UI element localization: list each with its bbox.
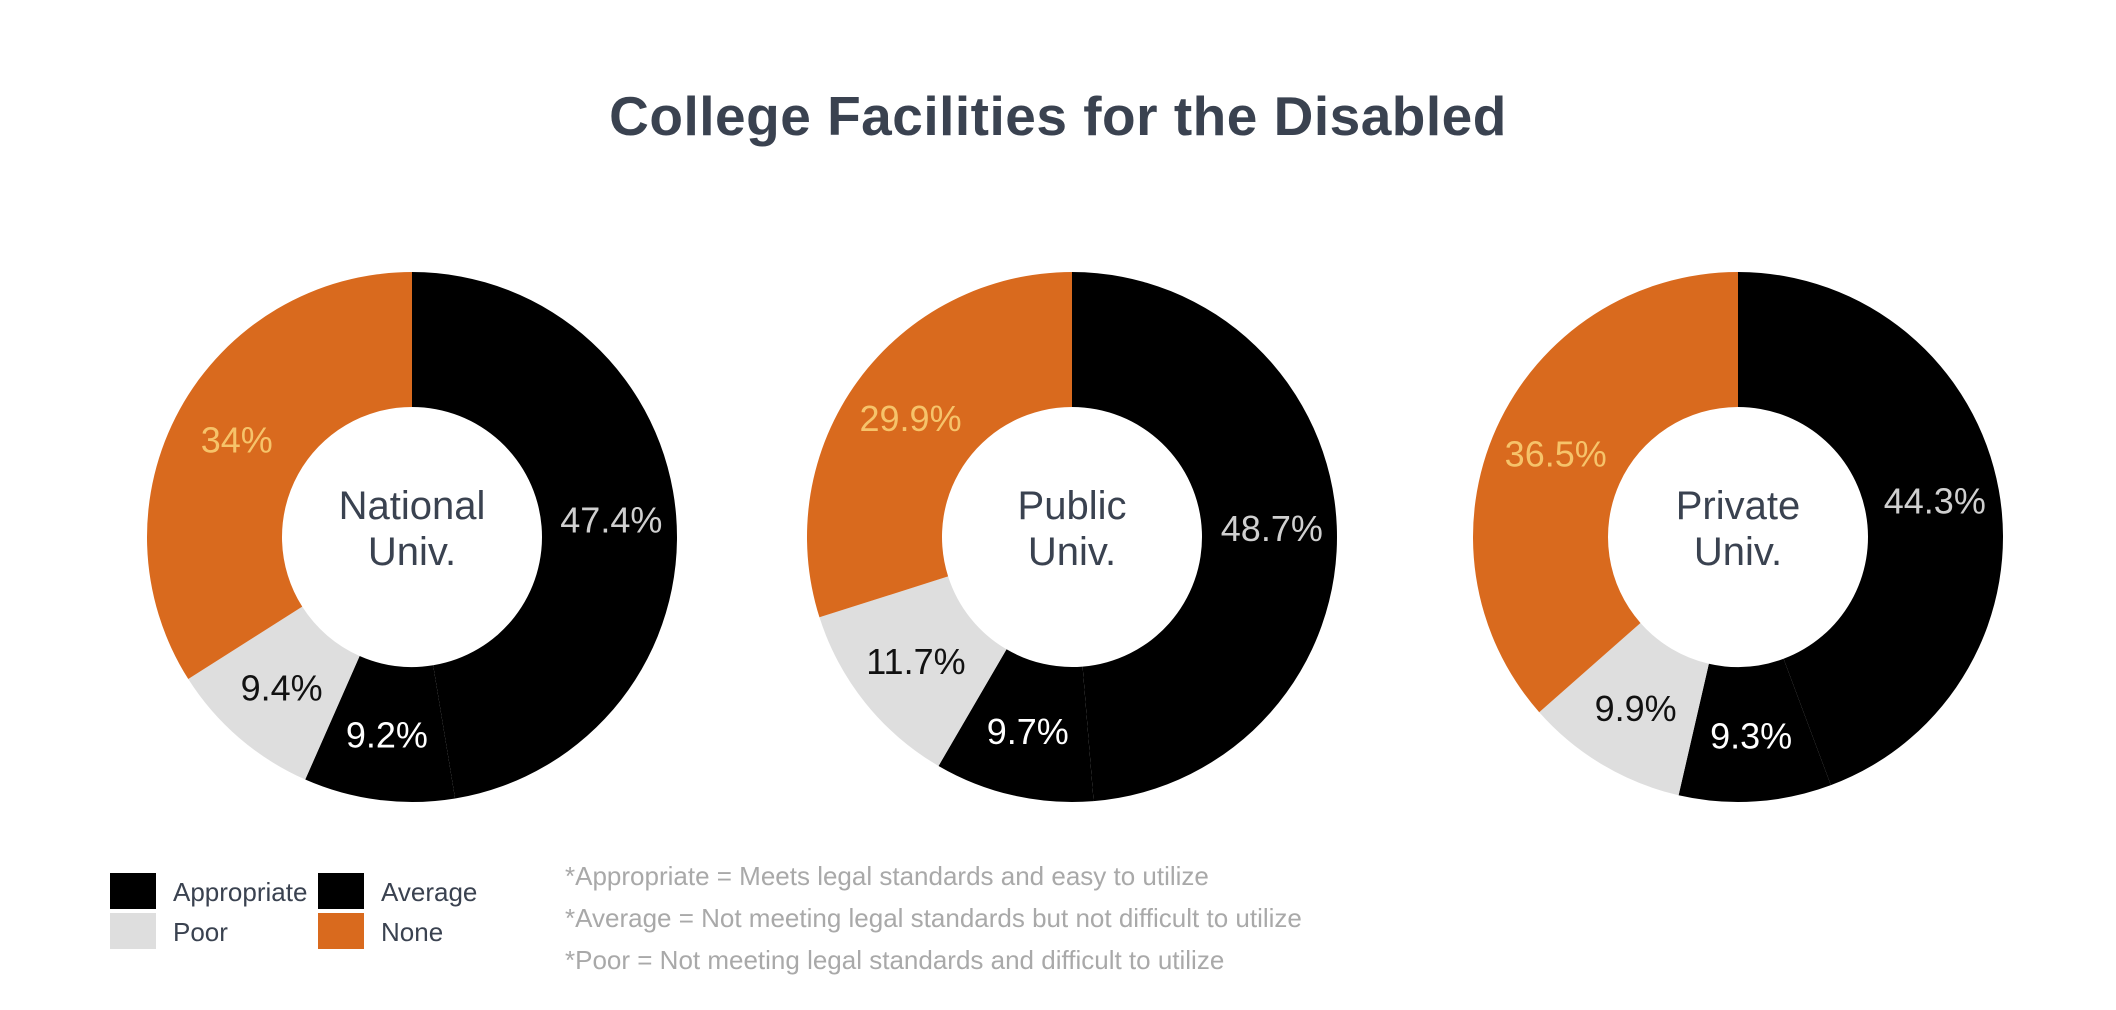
footnote-average: *Average = Not meeting legal standards b… — [565, 903, 1302, 933]
center-label-2-line-2: Univ. — [1028, 530, 1116, 574]
data-label-poor-3: 9.9% — [1595, 688, 1677, 729]
slice-none-2 — [806, 272, 1072, 618]
legend-label-appropriate: Appropriate — [173, 877, 308, 907]
legend-label-average: Average — [381, 877, 478, 907]
center-label-2-line-1: Public — [1018, 484, 1127, 528]
slice-none-3 — [1473, 272, 1738, 713]
data-label-average-3: 44.3% — [1884, 480, 1986, 521]
slice-poor-2 — [819, 576, 1007, 766]
data-label-average-2: 48.7% — [1221, 508, 1323, 549]
legend-swatch-appropriate — [110, 873, 156, 909]
slice-poor-1 — [188, 606, 360, 780]
slice-average-2 — [1072, 272, 1338, 802]
legend-swatch-none — [318, 913, 364, 949]
data-label-poor-1: 9.4% — [241, 668, 323, 709]
data-label-none-2: 29.9% — [860, 398, 962, 439]
slice-appropriate-3 — [1678, 658, 1831, 803]
data-label-poor-2: 11.7% — [866, 641, 965, 682]
slice-average-1 — [412, 272, 678, 799]
center-label-1-line-1: National — [339, 484, 486, 528]
legend-label-none: None — [381, 917, 444, 947]
center-label-1-line-2: Univ. — [368, 530, 456, 574]
center-label-3-line-2: Univ. — [1694, 530, 1782, 574]
data-label-none-1: 34% — [201, 420, 273, 461]
slice-none-1 — [147, 272, 413, 679]
data-label-none-3: 36.5% — [1505, 434, 1607, 475]
slice-average-3 — [1738, 272, 2004, 786]
legend-swatch-average — [318, 873, 364, 909]
data-label-average-1: 47.4% — [560, 500, 662, 541]
legend-label-poor: Poor — [173, 917, 228, 947]
data-label-appropriate-1: 9.2% — [346, 714, 428, 755]
slice-appropriate-1 — [305, 655, 456, 803]
legend-swatch-poor — [110, 913, 156, 949]
data-label-appropriate-3: 9.3% — [1710, 716, 1792, 757]
chart-title: College Facilities for the Disabled — [609, 85, 1507, 147]
footnote-poor: *Poor = Not meeting legal standards and … — [565, 945, 1225, 975]
slice-poor-3 — [1539, 622, 1709, 796]
center-label-3-line-1: Private — [1676, 484, 1801, 528]
footnote-appropriate: *Appropriate = Meets legal standards and… — [565, 861, 1209, 891]
slice-appropriate-2 — [938, 649, 1094, 802]
footnotes: *Appropriate = Meets legal standards and… — [565, 855, 1302, 981]
data-label-appropriate-2: 9.7% — [987, 711, 1069, 752]
